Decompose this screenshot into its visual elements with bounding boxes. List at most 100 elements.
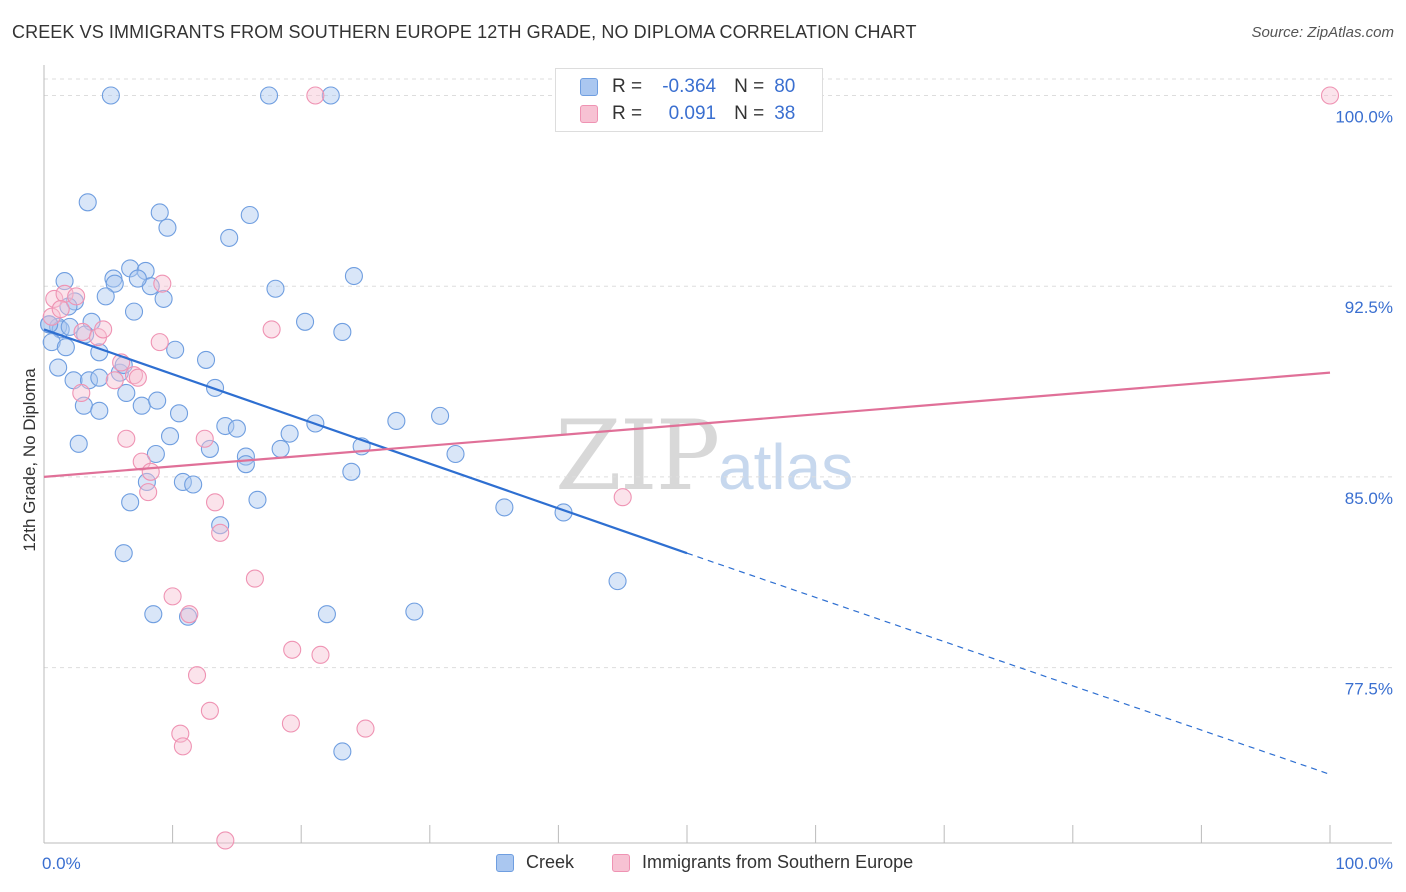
- x-tick-label: 0.0%: [42, 854, 81, 873]
- n-label: N =: [734, 76, 765, 97]
- immigrants-point: [200, 701, 219, 720]
- creek-point: [154, 289, 173, 308]
- creek-point: [55, 272, 74, 291]
- trend-lines: [43, 328, 1331, 775]
- creek-point: [495, 498, 514, 517]
- creek-point: [42, 333, 61, 352]
- legend-row-creek: R = -0.364 N = 80: [580, 74, 795, 100]
- creek-point: [49, 358, 68, 377]
- creek-point: [124, 302, 144, 321]
- creek-point: [280, 424, 299, 443]
- immigrants-point: [195, 429, 214, 448]
- immigrants-point: [262, 320, 281, 339]
- creek-point: [196, 350, 216, 369]
- creek-point: [173, 472, 192, 492]
- immigrants-swatch: [580, 105, 598, 123]
- axes: [43, 65, 1392, 844]
- creek-point: [56, 338, 75, 357]
- y-tick-label: 100.0%: [1335, 108, 1393, 127]
- creek-point: [101, 86, 120, 105]
- watermark-zip: ZIP: [555, 400, 720, 512]
- immigrants-point: [94, 320, 113, 339]
- immigrants-point: [281, 714, 300, 733]
- immigrants-point: [73, 322, 92, 342]
- creek-point: [220, 228, 239, 247]
- immigrants-legend-swatch: [612, 853, 630, 872]
- immigrants-point: [67, 287, 86, 306]
- immigrants-point: [306, 86, 325, 105]
- creek-point: [227, 419, 246, 438]
- creek-point: [146, 444, 165, 464]
- creek-point: [117, 383, 136, 403]
- y-tick-label: 85.0%: [1345, 489, 1393, 508]
- immigrants-point: [141, 462, 160, 481]
- creek-point: [266, 279, 285, 298]
- legend-row-immigrants: R = 0.091 N = 38: [580, 101, 795, 127]
- immigrants-point: [613, 488, 632, 507]
- n-value: 38: [774, 103, 796, 124]
- creek-legend-swatch: [496, 853, 514, 872]
- creek-point: [211, 516, 230, 535]
- y-tick-label: 92.5%: [1345, 298, 1393, 317]
- creek-point: [240, 205, 259, 225]
- creek-point: [317, 605, 336, 624]
- immigrants-point: [117, 429, 136, 448]
- creek-point: [405, 602, 424, 621]
- tick-labels: 77.5% 85.0% 92.5% 100.0% 0.0% 100.0%: [42, 108, 1393, 873]
- creek-point: [608, 572, 627, 591]
- y-tick-label: 77.5%: [1345, 680, 1393, 699]
- creek-point: [184, 475, 203, 494]
- r-label: R =: [612, 103, 643, 124]
- immigrants-point: [132, 452, 151, 471]
- creek-point: [333, 322, 352, 342]
- immigrants-point: [187, 666, 207, 685]
- creek-point: [431, 406, 450, 425]
- immigrants-point: [356, 719, 375, 738]
- creek-point: [160, 427, 180, 446]
- creek-point: [387, 411, 406, 430]
- creek-point: [121, 493, 140, 512]
- r-value: -0.364: [662, 76, 717, 97]
- watermark-atlas: atlas: [718, 431, 854, 503]
- creek-point: [150, 203, 169, 222]
- creek-point: [446, 444, 465, 464]
- immigrants-point: [173, 737, 192, 756]
- r-value: 0.091: [668, 103, 717, 124]
- source-label: Source: ZipAtlas.com: [1251, 24, 1394, 41]
- creek-point: [105, 274, 124, 293]
- immigrants-point: [150, 333, 169, 352]
- immigrants-point: [105, 371, 124, 390]
- immigrants-point: [163, 587, 182, 606]
- immigrants-point: [45, 289, 64, 308]
- creek-point: [271, 439, 290, 458]
- immigrants-point: [283, 640, 302, 659]
- creek-point: [96, 287, 115, 306]
- creek-point: [166, 340, 185, 359]
- creek-legend-label: Creek: [526, 852, 575, 872]
- creek-point: [144, 605, 163, 624]
- correlation-legend: R = -0.364 N = 80 R = 0.091 N = 38: [555, 68, 823, 132]
- creek-point: [121, 259, 140, 278]
- immigrants-point: [216, 831, 235, 850]
- creek-point: [158, 218, 177, 237]
- creek-point: [296, 312, 315, 331]
- immigrants-point: [153, 274, 172, 293]
- creek-point: [259, 86, 279, 105]
- creek-point: [321, 86, 340, 105]
- creek-point: [169, 404, 189, 423]
- creek-point: [148, 391, 167, 410]
- immigrants-point: [211, 523, 230, 542]
- creek-point: [333, 742, 352, 761]
- immigrants-point: [311, 645, 330, 664]
- n-value: 80: [774, 76, 796, 97]
- creek-point: [90, 368, 109, 387]
- immigrants-point: [139, 483, 158, 502]
- creek-point: [90, 401, 109, 420]
- creek-point: [248, 490, 267, 509]
- immigrants-point: [128, 368, 147, 387]
- x-tick-label: 100.0%: [1335, 854, 1393, 873]
- immigrants-point: [51, 300, 70, 319]
- immigrants-point: [55, 284, 74, 303]
- creek-point: [344, 266, 363, 286]
- immigrants-point: [72, 383, 91, 403]
